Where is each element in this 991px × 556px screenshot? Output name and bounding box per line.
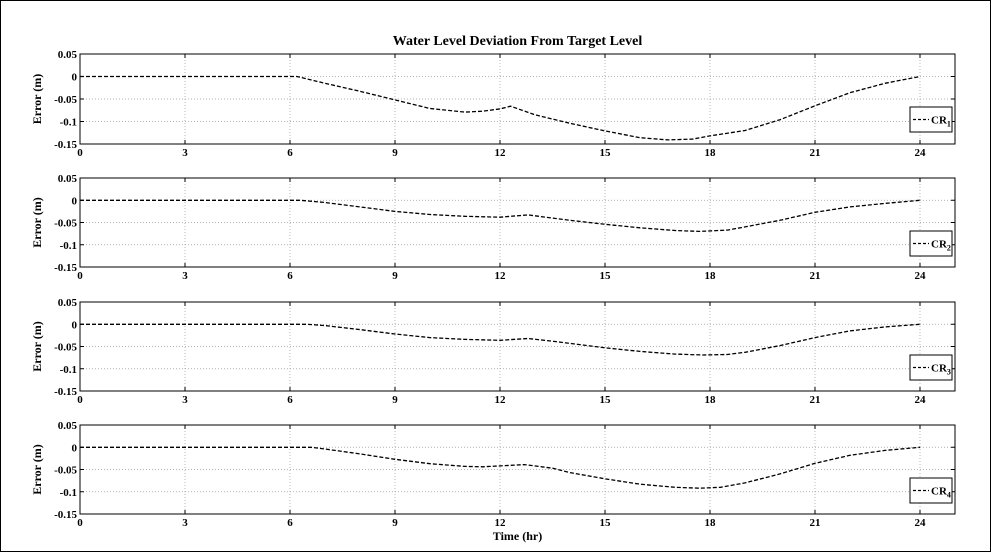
x-tick-label: 0 (77, 394, 83, 406)
y-tick-label: -0.1 (60, 240, 77, 252)
subplot-1: 0 3 6 9 12 15 18 21 24 0.05 0 -0.05 -0.1 -0.15 Error (… (30, 34, 956, 159)
y-tick-label: 0 (72, 442, 78, 454)
x-tick-label: 0 (77, 147, 83, 159)
x-tick-label: 6 (287, 517, 293, 529)
y-axis-label: Error (m) (30, 321, 44, 372)
legend-box (909, 230, 953, 257)
legend-box (909, 106, 953, 133)
y-tick-label: -0.05 (54, 465, 77, 477)
x-tick-label: 21 (810, 270, 821, 282)
legend-series-name: CR (931, 115, 948, 127)
legend-label: CR4 (931, 486, 951, 500)
legend-series-subscript: 1 (947, 120, 951, 129)
x-tick-label: 12 (495, 517, 507, 529)
x-tick-label: 18 (705, 517, 717, 529)
x-tick-label: 21 (810, 394, 821, 406)
x-tick-label: 15 (600, 394, 612, 406)
x-tick-label: 0 (77, 517, 83, 529)
y-tick-label: 0.05 (58, 173, 78, 185)
legend-box (909, 354, 953, 381)
axes-box (79, 424, 956, 515)
x-tick-label: 12 (495, 147, 507, 159)
y-tick-label: -0.15 (54, 139, 77, 151)
subplot-2: 0 3 6 9 12 15 18 21 24 0.05 0 -0.05 -0.1 -0.15 Error (… (30, 173, 956, 282)
series-line (80, 323, 921, 356)
x-tick-label: 3 (182, 147, 188, 159)
x-tick-label: 3 (182, 394, 188, 406)
x-tick-label: 3 (182, 270, 188, 282)
subplot-4: 0 3 6 9 12 15 18 21 24 0.05 0 -0.05 -0.1 -0.15 Error (… (30, 420, 956, 543)
x-tick-label: 18 (705, 147, 717, 159)
x-tick-label: 12 (495, 270, 507, 282)
y-tick-label: -0.05 (54, 218, 77, 230)
legend-label: CR2 (931, 239, 951, 253)
x-tick-label: 0 (77, 270, 83, 282)
y-tick-label: 0 (72, 72, 78, 84)
x-tick-label: 6 (287, 270, 293, 282)
legend-series-name: CR (931, 486, 948, 498)
x-tick-label: 24 (915, 394, 927, 406)
chart-title: Water Level Deviation From Target Level (393, 34, 643, 49)
legend-label: CR3 (931, 363, 951, 377)
y-tick-label: 0.05 (58, 297, 78, 309)
x-tick-label: 12 (495, 394, 507, 406)
subplot-3: 0 3 6 9 12 15 18 21 24 0.05 0 -0.05 -0.1 -0.15 Error (… (30, 297, 956, 406)
y-tick-label: -0.1 (60, 487, 77, 499)
legend-series-subscript: 4 (947, 491, 951, 500)
x-tick-label: 21 (810, 517, 821, 529)
x-tick-label: 9 (392, 270, 398, 282)
legend-series-name: CR (931, 239, 948, 251)
y-tick-label: 0.05 (58, 420, 78, 432)
x-tick-label: 9 (392, 517, 398, 529)
legend-series-subscript: 3 (947, 368, 951, 377)
y-tick-label: -0.05 (54, 342, 77, 354)
y-tick-label: -0.15 (54, 386, 77, 398)
y-tick-label: 0.05 (58, 49, 78, 61)
legend-series-name: CR (931, 363, 948, 375)
y-axis-label: Error (m) (30, 74, 44, 125)
y-tick-label: 0 (72, 319, 78, 331)
x-tick-label: 21 (810, 147, 821, 159)
axes-box (79, 177, 956, 268)
legend-series-subscript: 2 (947, 244, 951, 253)
x-tick-label: 6 (287, 394, 293, 406)
x-tick-label: 24 (915, 147, 927, 159)
x-tick-label: 18 (705, 270, 717, 282)
y-tick-label: -0.1 (60, 364, 77, 376)
x-tick-label: 3 (182, 517, 188, 529)
axes-box (79, 301, 956, 392)
legend-box (909, 477, 953, 504)
x-tick-label: 6 (287, 147, 293, 159)
y-tick-label: -0.15 (54, 262, 77, 274)
x-tick-label: 24 (915, 270, 927, 282)
y-axis-label: Error (m) (30, 444, 44, 495)
x-tick-label: 24 (915, 517, 927, 529)
x-tick-label: 9 (392, 147, 398, 159)
x-axis-label: Time (hr) (493, 529, 542, 543)
y-tick-label: -0.1 (60, 117, 77, 129)
y-tick-label: 0 (72, 195, 78, 207)
x-tick-label: 15 (600, 147, 612, 159)
series-line (80, 75, 921, 141)
x-tick-label: 18 (705, 394, 717, 406)
x-tick-label: 15 (600, 270, 612, 282)
legend-label: CR1 (931, 115, 951, 129)
x-tick-label: 15 (600, 517, 612, 529)
series-line (80, 199, 921, 233)
y-tick-label: -0.05 (54, 94, 77, 106)
series-line (80, 446, 921, 489)
axes-box (79, 53, 956, 145)
y-axis-label: Error (m) (30, 197, 44, 248)
y-tick-label: -0.15 (54, 509, 77, 521)
x-tick-label: 9 (392, 394, 398, 406)
